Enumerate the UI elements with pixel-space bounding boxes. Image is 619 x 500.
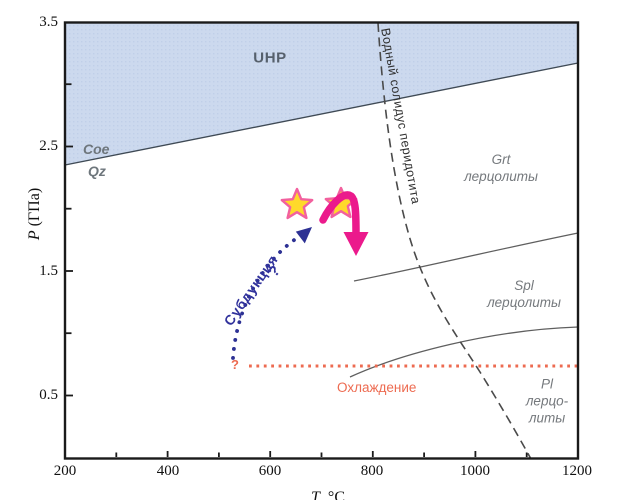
y-axis-unit: (ГПа) [26,187,43,231]
exhumation-arrow [319,191,360,238]
y-axis-title: P (ГПа) [8,188,44,240]
uhp-region-label: UHP [253,49,287,67]
x-axis-ticks [64,451,579,457]
grt-spl-boundary-line [353,232,579,282]
x-axis-unit: , °C [319,489,345,500]
cooling-label: Охлаждение [337,380,417,395]
x-tick-800: 800 [360,463,384,479]
y-tick-3_5: 3.5 [39,14,58,30]
star-marker-1 [280,187,314,220]
spl-pl-boundary-line [349,326,579,378]
x-tick-1200: 1200 [562,463,592,479]
cooling-question-mark: ? [231,357,239,372]
coe-qz-line [64,62,579,166]
y-axis-ticks [66,83,73,397]
x-tick-600: 600 [258,463,282,479]
y-tick-0_5: 0.5 [39,387,58,403]
y-tick-2_5: 2.5 [39,138,58,154]
coe-label: Coe [83,141,110,157]
uhp-region [65,23,578,165]
pl-lherzolite-label: Pl лерцо- литы [525,376,569,426]
y-tick-1_5: 1.5 [39,263,58,279]
subduction-dotted-arrow [231,236,299,360]
x-axis-title: T, °C [311,471,345,500]
exhumation-arrowhead-icon [343,232,369,256]
qz-label: Qz [88,163,106,179]
x-tick-400: 400 [156,463,180,479]
x-axis-symbol: T [311,489,320,500]
plot-frame [63,21,580,460]
grt-lherzolite-label: Grt лерцолиты [464,152,538,184]
spl-lherzolite-label: Spl лерцолиты [487,278,561,310]
x-tick-200: 200 [53,463,77,479]
subduction-arrowhead-icon [295,227,312,244]
solidus-dashed-line [377,22,532,460]
y-axis-symbol: P [26,230,43,241]
x-tick-1000: 1000 [460,463,490,479]
